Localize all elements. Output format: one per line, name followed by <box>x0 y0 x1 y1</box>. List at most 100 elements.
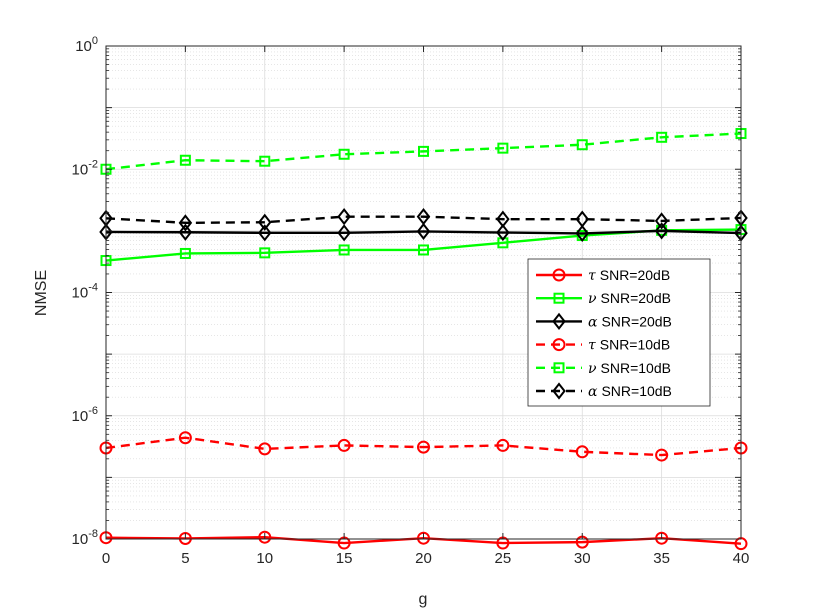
y-tick-label: 10-8 <box>72 528 98 548</box>
data-point <box>576 139 588 151</box>
data-point <box>337 438 351 452</box>
data-point <box>257 213 272 231</box>
legend-entry: ν SNR=10dB <box>536 360 671 377</box>
x-tick-label: 40 <box>733 550 750 567</box>
data-point <box>417 531 430 545</box>
legend-symbol: ν <box>588 361 597 377</box>
y-tick-label: 10-6 <box>72 405 98 425</box>
y-tick-exponent: -6 <box>88 405 98 417</box>
y-tick-exponent: -2 <box>88 158 98 170</box>
data-point <box>497 142 509 154</box>
data-point <box>496 223 510 242</box>
legend-symbol: ν <box>588 291 597 307</box>
series-line <box>105 229 742 235</box>
data-point <box>575 210 590 228</box>
data-point <box>655 531 669 545</box>
data-point <box>418 244 429 256</box>
x-axis-label: g <box>419 591 428 608</box>
y-tick-base: 10 <box>75 38 92 55</box>
data-point <box>337 224 351 242</box>
series-line <box>105 436 742 457</box>
data-point <box>259 247 271 259</box>
legend-snr: SNR=10dB <box>601 383 671 399</box>
series-line <box>105 215 742 225</box>
legend-snr: SNR=20dB <box>601 313 671 329</box>
x-tick-label: 30 <box>574 550 591 567</box>
legend-entry: τ SNR=20dB <box>536 267 670 284</box>
x-tick-label: 20 <box>415 550 432 567</box>
series-line <box>105 132 742 171</box>
y-tick-base: 10 <box>72 285 89 302</box>
data-point <box>656 131 668 143</box>
legend-label: τ SNR=20dB <box>588 267 670 284</box>
legend-marker <box>552 338 566 352</box>
axis-ticks <box>105 45 742 540</box>
y-tick-exponent: 0 <box>92 35 98 47</box>
data-point <box>575 224 590 243</box>
x-tick-label: 0 <box>102 550 110 567</box>
legend-snr: SNR=10dB <box>601 360 671 376</box>
legend-label: τ SNR=10dB <box>588 337 670 354</box>
data-point <box>496 438 510 452</box>
legend-marker <box>552 312 566 331</box>
legend-symbol: τ <box>588 338 596 354</box>
data-point <box>258 530 272 544</box>
y-tick-label: 10-2 <box>72 158 98 178</box>
data-point <box>416 208 431 226</box>
data-point <box>575 445 589 459</box>
legend-marker <box>553 292 565 304</box>
legend-box <box>527 258 711 407</box>
y-tick-exponent: -4 <box>88 282 98 294</box>
data-point <box>338 148 350 160</box>
series-5 <box>100 128 747 175</box>
data-point <box>418 145 429 157</box>
data-point <box>337 208 351 226</box>
legend-entry: α SNR=10dB <box>536 382 672 400</box>
y-axis-label: NMSE <box>33 270 50 316</box>
y-tick-base: 10 <box>72 161 89 178</box>
x-tick-label: 25 <box>495 550 512 567</box>
y-tick-exponent: -8 <box>88 528 98 540</box>
legend-snr: SNR=20dB <box>601 290 671 306</box>
data-point <box>259 155 271 167</box>
data-point <box>496 210 510 228</box>
data-point <box>179 154 191 166</box>
legend-symbol: α <box>588 384 598 400</box>
data-point <box>416 222 431 241</box>
legend-symbol: α <box>588 314 598 330</box>
data-point <box>178 531 192 545</box>
x-tick-label: 15 <box>336 550 353 567</box>
legend-symbol: τ <box>588 268 596 284</box>
legend-entry: τ SNR=10dB <box>536 337 670 354</box>
legend-marker <box>553 362 565 374</box>
data-point <box>654 212 669 230</box>
legend-marker <box>552 382 566 400</box>
data-point <box>179 247 191 259</box>
legend-label: α SNR=20dB <box>588 313 672 330</box>
data-point <box>258 442 272 456</box>
data-point <box>257 224 272 242</box>
data-point <box>178 214 193 232</box>
y-tick-label: 100 <box>75 35 98 55</box>
legend-marker <box>552 268 566 282</box>
data-point <box>338 244 350 256</box>
x-tick-label: 5 <box>181 550 189 567</box>
minor-grid <box>106 48 741 521</box>
y-tick-base: 10 <box>72 408 89 425</box>
legend-label: ν SNR=20dB <box>588 290 671 307</box>
y-tick-label: 10-4 <box>72 282 98 302</box>
data-point <box>654 222 669 240</box>
x-tick-label: 10 <box>256 550 273 567</box>
legend-label: α SNR=10dB <box>588 383 672 400</box>
data-point <box>178 431 192 445</box>
legend-snr: SNR=10dB <box>600 337 670 353</box>
legend-entry: α SNR=20dB <box>536 312 672 331</box>
y-tick-base: 10 <box>72 531 89 548</box>
data-point <box>417 440 430 454</box>
legend-entry: ν SNR=20dB <box>536 290 671 307</box>
data-point <box>178 223 193 241</box>
legend-label: ν SNR=10dB <box>588 360 671 377</box>
